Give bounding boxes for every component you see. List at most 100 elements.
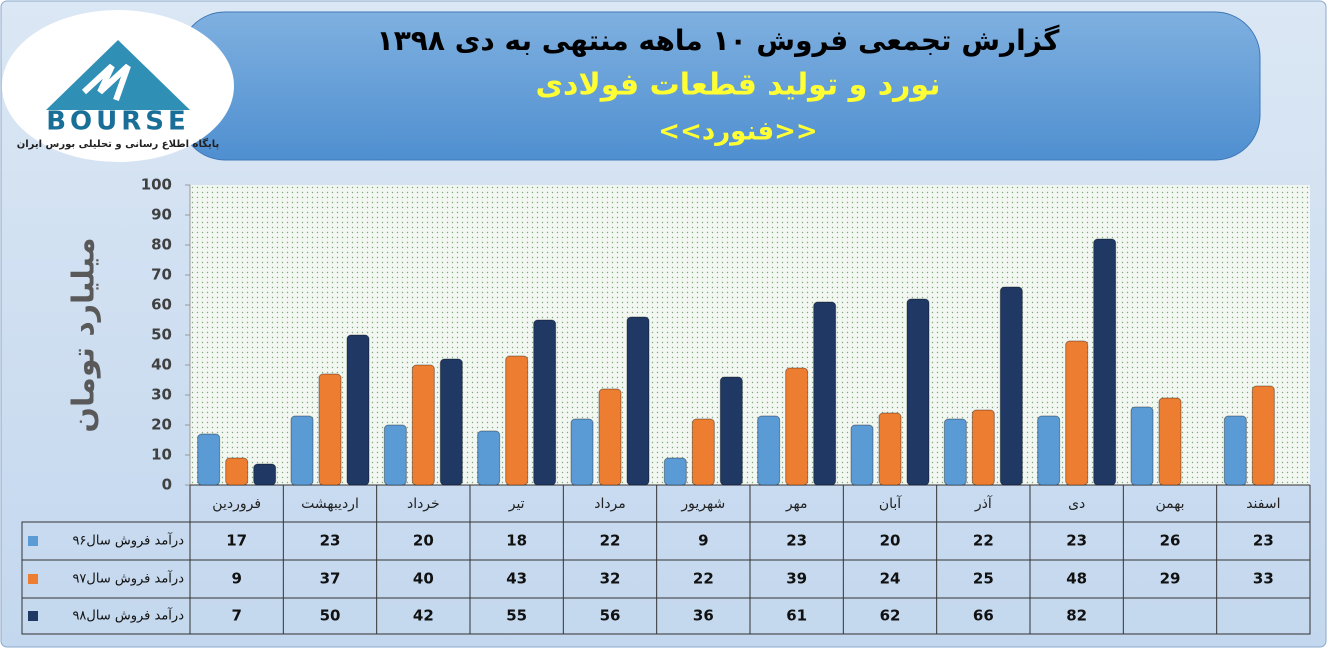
- legend-swatch: [28, 611, 38, 621]
- table-value: 43: [506, 570, 527, 588]
- table-value: 82: [1066, 607, 1087, 625]
- bar: [1251, 385, 1275, 486]
- y-tick-label: 40: [151, 356, 172, 374]
- table-value: 40: [413, 570, 434, 588]
- table-value: 25: [973, 570, 994, 588]
- y-tick-label: 50: [151, 326, 172, 344]
- y-tick-label: 60: [151, 296, 172, 314]
- logo-tagline: پایگاه اطلاع رسانی و تحلیلی بورس ایران: [17, 137, 220, 150]
- table-value: 55: [506, 607, 527, 625]
- table-value: 39: [786, 570, 807, 588]
- table-value: 24: [880, 570, 901, 588]
- table-value: 37: [320, 570, 341, 588]
- table-value: 23: [1066, 532, 1087, 550]
- legend-label: درآمد فروش سال۹۷: [72, 570, 184, 587]
- y-tick-label: 90: [151, 206, 172, 224]
- bar: [570, 418, 594, 486]
- table-value: 42: [413, 607, 434, 625]
- legend-swatch: [28, 574, 38, 584]
- bar: [318, 373, 342, 486]
- bar: [1037, 415, 1061, 486]
- y-axis-label: میلیارد تومان: [67, 237, 102, 432]
- bar: [626, 316, 650, 486]
- table-value: 48: [1066, 570, 1087, 588]
- x-tick-label: دی: [1068, 496, 1085, 512]
- table-value: 20: [413, 532, 434, 550]
- bar: [1223, 415, 1247, 486]
- chart-subtitle: نورد و تولید قطعات فولادی: [536, 68, 941, 103]
- bar: [253, 463, 277, 486]
- table-value: 50: [320, 607, 341, 625]
- bar: [290, 415, 314, 486]
- bar: [225, 457, 249, 486]
- bar: [943, 418, 967, 486]
- y-tick-label: 10: [151, 446, 172, 464]
- x-tick-label: خرداد: [407, 496, 440, 512]
- y-tick-label: 80: [151, 236, 172, 254]
- table-value: 23: [786, 532, 807, 550]
- table-value: 32: [600, 570, 621, 588]
- bar: [878, 412, 902, 486]
- table-value: 9: [698, 532, 708, 550]
- x-tick-label: آذر: [974, 495, 993, 512]
- x-tick-label: بهمن: [1155, 496, 1184, 512]
- x-tick-label: آبان: [879, 495, 902, 512]
- table-value: 66: [973, 607, 994, 625]
- plot-area: [190, 185, 1310, 485]
- table-value: 17: [226, 532, 247, 550]
- bar: [411, 364, 435, 486]
- x-tick-label: اردیبهشت: [301, 496, 359, 512]
- legend-label: درآمد فروش سال۹۶: [72, 532, 184, 549]
- table-value: 22: [973, 532, 994, 550]
- chart-title: گزارش تجمعی فروش ۱۰ ماهه منتهی به دی ۱۳۹…: [377, 24, 1060, 57]
- bar: [906, 298, 930, 486]
- annotation: <<فنورد>>: [658, 117, 817, 147]
- logo-text: BOURSE: [46, 107, 190, 137]
- table-value: 33: [1253, 570, 1274, 588]
- bar: [1158, 397, 1182, 486]
- table-value: 9: [231, 570, 241, 588]
- table-value: 23: [1253, 532, 1274, 550]
- bar: [533, 319, 557, 486]
- y-tick-label: 0: [162, 476, 172, 494]
- legend-swatch: [28, 536, 38, 546]
- bar: [757, 415, 781, 486]
- bar: [383, 424, 407, 486]
- bar: [1130, 406, 1154, 486]
- x-tick-label: مرداد: [594, 496, 626, 512]
- bar: [971, 409, 995, 486]
- bar: [439, 358, 463, 486]
- bar: [1093, 238, 1117, 486]
- logo-icon: [81, 63, 131, 101]
- x-tick-label: مهر: [785, 496, 808, 512]
- bar: [663, 457, 687, 486]
- y-tick-label: 20: [151, 416, 172, 434]
- table-value: 22: [600, 532, 621, 550]
- x-tick-label: شهریور: [680, 496, 725, 512]
- x-tick-label: تیر: [508, 496, 525, 512]
- bar: [691, 418, 715, 486]
- bar: [813, 301, 837, 486]
- legend-label: درآمد فروش سال۹۸: [72, 607, 184, 624]
- table-value: 26: [1160, 532, 1181, 550]
- table-value: 22: [693, 570, 714, 588]
- bar: [598, 388, 622, 486]
- bar: [1065, 340, 1089, 486]
- table-value: 36: [693, 607, 714, 625]
- bar: [197, 433, 221, 486]
- bar: [346, 334, 370, 486]
- y-tick-label: 70: [151, 266, 172, 284]
- y-tick-label: 100: [141, 176, 172, 194]
- bar: [850, 424, 874, 486]
- bar: [477, 430, 501, 486]
- table-value: 62: [880, 607, 901, 625]
- table-value: 29: [1160, 570, 1181, 588]
- table-value: 56: [600, 607, 621, 625]
- bar: [505, 355, 529, 486]
- bar: [785, 367, 809, 486]
- table-value: 20: [880, 532, 901, 550]
- table-value: 7: [231, 607, 241, 625]
- y-tick-label: 30: [151, 386, 172, 404]
- x-tick-label: اسفند: [1246, 496, 1280, 512]
